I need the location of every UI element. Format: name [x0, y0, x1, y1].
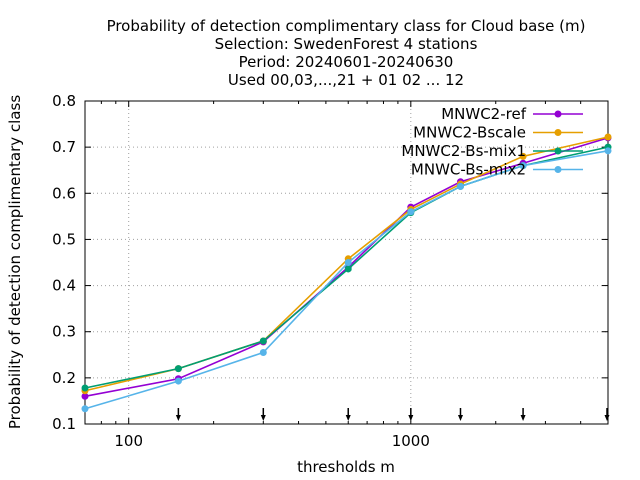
data-point [81, 392, 89, 400]
title-line: Selection: SwedenForest 4 stations [215, 35, 478, 53]
threshold-marker-head [260, 415, 266, 421]
series-MNWC-Bs-mix2 [81, 147, 612, 413]
threshold-marker [345, 408, 351, 421]
data-point [259, 348, 267, 356]
plot-frame [84, 100, 609, 425]
legend-entry: MNWC-Bs-mix2 [411, 161, 583, 179]
threshold-marker [457, 408, 463, 421]
title-line: Probability of detection complimentary c… [107, 17, 586, 35]
data-point [174, 377, 182, 385]
threshold-marker-head [457, 415, 463, 421]
chart-title: Probability of detection complimentary c… [107, 17, 586, 89]
data-point [259, 337, 267, 345]
y-tick-label: 0.7 [52, 138, 76, 156]
x-axis: 100 1000 [84, 101, 609, 450]
threshold-marker-head [175, 415, 181, 421]
title-line: Period: 20240601-20240630 [239, 53, 454, 71]
threshold-marker-head [345, 415, 351, 421]
threshold-marker-head [604, 415, 610, 421]
y-axis: 0.1 0.2 0.3 0.4 0.5 0.6 0.7 0.8 [52, 92, 608, 433]
legend: MNWC2-refMNWC2-BscaleMNWC2-Bs-mix1MNWC-B… [401, 105, 583, 179]
plot-border [84, 100, 609, 425]
threshold-marker [520, 408, 526, 421]
y-tick-label: 0.2 [52, 369, 76, 387]
y-tick-label: 0.6 [52, 184, 76, 202]
x-tick-label: 1000 [392, 432, 430, 450]
y-tick-label: 0.4 [52, 277, 76, 295]
data-point [604, 147, 612, 155]
threshold-marker [175, 408, 181, 421]
x-tick-label: 100 [114, 432, 143, 450]
threshold-marker [260, 408, 266, 421]
threshold-marker [604, 408, 610, 421]
data-point [407, 208, 415, 216]
series-line [84, 150, 609, 410]
title-line: Used 00,03,...,21 + 01 02 ... 12 [228, 71, 464, 89]
y-axis-label: Probability of detection complimentary c… [6, 95, 24, 429]
legend-marker [554, 110, 562, 118]
data-point [344, 265, 352, 273]
series [81, 133, 612, 413]
legend-label: MNWC2-ref [441, 105, 526, 123]
data-point [456, 182, 464, 190]
series-MNWC2-Bs-mix1 [81, 143, 612, 392]
legend-entry: MNWC2-Bs-mix1 [401, 142, 583, 160]
legend-label: MNWC2-Bs-mix1 [401, 142, 526, 160]
legend-entry: MNWC2-ref [441, 105, 583, 123]
y-tick-label: 0.3 [52, 323, 76, 341]
legend-marker [554, 166, 562, 173]
x-axis-label: thresholds m [297, 458, 395, 476]
y-tick-label: 0.1 [52, 415, 76, 433]
data-point [174, 365, 182, 373]
legend-label: MNWC2-Bscale [413, 124, 526, 142]
data-point [344, 259, 352, 266]
threshold-markers [175, 408, 610, 421]
legend-marker [554, 147, 562, 155]
data-point [81, 384, 89, 392]
legend-marker [554, 129, 562, 136]
data-point [604, 133, 612, 141]
y-tick-label: 0.5 [52, 230, 76, 248]
data-point [519, 152, 527, 160]
data-point [81, 405, 89, 413]
data-point [519, 162, 527, 170]
threshold-marker-head [520, 415, 526, 421]
legend-entry: MNWC2-Bscale [413, 124, 583, 142]
y-tick-label: 0.8 [52, 92, 76, 110]
legend-label: MNWC-Bs-mix2 [411, 161, 526, 179]
